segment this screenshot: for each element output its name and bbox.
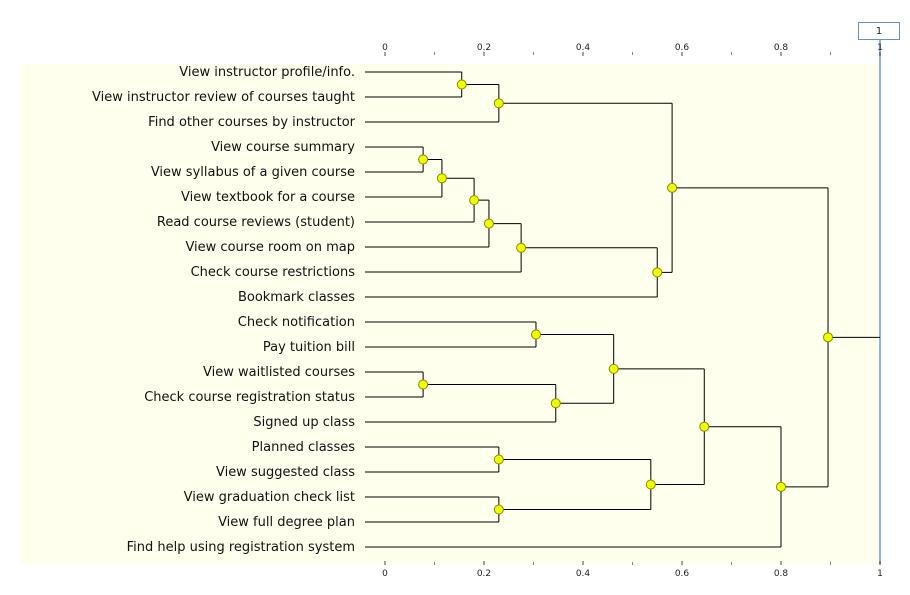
merge-node[interactable] [823, 332, 834, 343]
merge-node[interactable] [699, 421, 710, 432]
leaf-label: View course summary [211, 140, 355, 155]
leaf-label: View course room on map [185, 240, 355, 255]
top-axis-tick-label: 1 [877, 43, 883, 53]
leaf-label: View graduation check list [184, 490, 355, 505]
merge-node[interactable] [493, 504, 504, 515]
merge-node[interactable] [652, 267, 663, 278]
bottom-axis-tick-label: 0.6 [675, 569, 690, 579]
merge-node[interactable] [530, 329, 541, 340]
merge-node[interactable] [776, 481, 786, 492]
top-axis-tick-label: 0.4 [576, 43, 591, 53]
leaf-label: View instructor review of courses taught [92, 90, 355, 105]
leaf-label: View instructor profile/info. [179, 65, 355, 80]
cutoff-value-box[interactable]: 1 [858, 22, 900, 40]
merge-node[interactable] [608, 363, 619, 374]
bottom-axis-tick-label: 0 [382, 569, 388, 579]
plot-background [20, 64, 880, 564]
merge-node[interactable] [667, 182, 678, 193]
merge-node[interactable] [493, 98, 504, 109]
leaf-label: View full degree plan [218, 515, 355, 530]
merge-node[interactable] [418, 154, 429, 165]
leaf-label: View textbook for a course [181, 190, 355, 205]
leaf-label: Read course reviews (student) [157, 215, 355, 230]
leaf-label: Check course restrictions [191, 265, 356, 280]
bottom-axis-tick-label: 0.8 [774, 569, 789, 579]
leaf-label: View waitlisted courses [203, 365, 355, 380]
leaf-label: Check course registration status [144, 390, 355, 405]
leaf-label: Bookmark classes [238, 290, 355, 305]
bottom-axis-tick-label: 1 [877, 569, 883, 579]
merge-node[interactable] [516, 242, 527, 253]
leaf-label: Planned classes [252, 440, 356, 455]
leaf-label: Find help using registration system [127, 540, 355, 555]
leaf-label: Pay tuition bill [263, 340, 355, 355]
merge-node[interactable] [456, 79, 467, 90]
merge-node[interactable] [483, 218, 494, 229]
merge-node[interactable] [469, 195, 480, 206]
merge-node[interactable] [436, 173, 447, 184]
merge-node[interactable] [493, 454, 504, 465]
merge-node[interactable] [550, 398, 561, 409]
merge-node[interactable] [645, 479, 656, 490]
leaf-label: View suggested class [216, 465, 355, 480]
leaf-label: Check notification [238, 315, 355, 330]
top-axis-tick-label: 0 [382, 43, 388, 53]
top-axis-tick-label: 0.8 [774, 43, 789, 53]
top-axis-tick-label: 0.6 [675, 43, 690, 53]
bottom-axis-tick-label: 0.2 [477, 569, 491, 579]
bottom-axis-tick-label: 0.4 [576, 569, 591, 579]
leaf-label: View syllabus of a given course [151, 165, 355, 180]
merge-node[interactable] [418, 379, 429, 390]
leaf-label: Signed up class [253, 415, 355, 430]
leaf-label: Find other courses by instructor [148, 115, 355, 130]
top-axis-tick-label: 0.2 [477, 43, 491, 53]
